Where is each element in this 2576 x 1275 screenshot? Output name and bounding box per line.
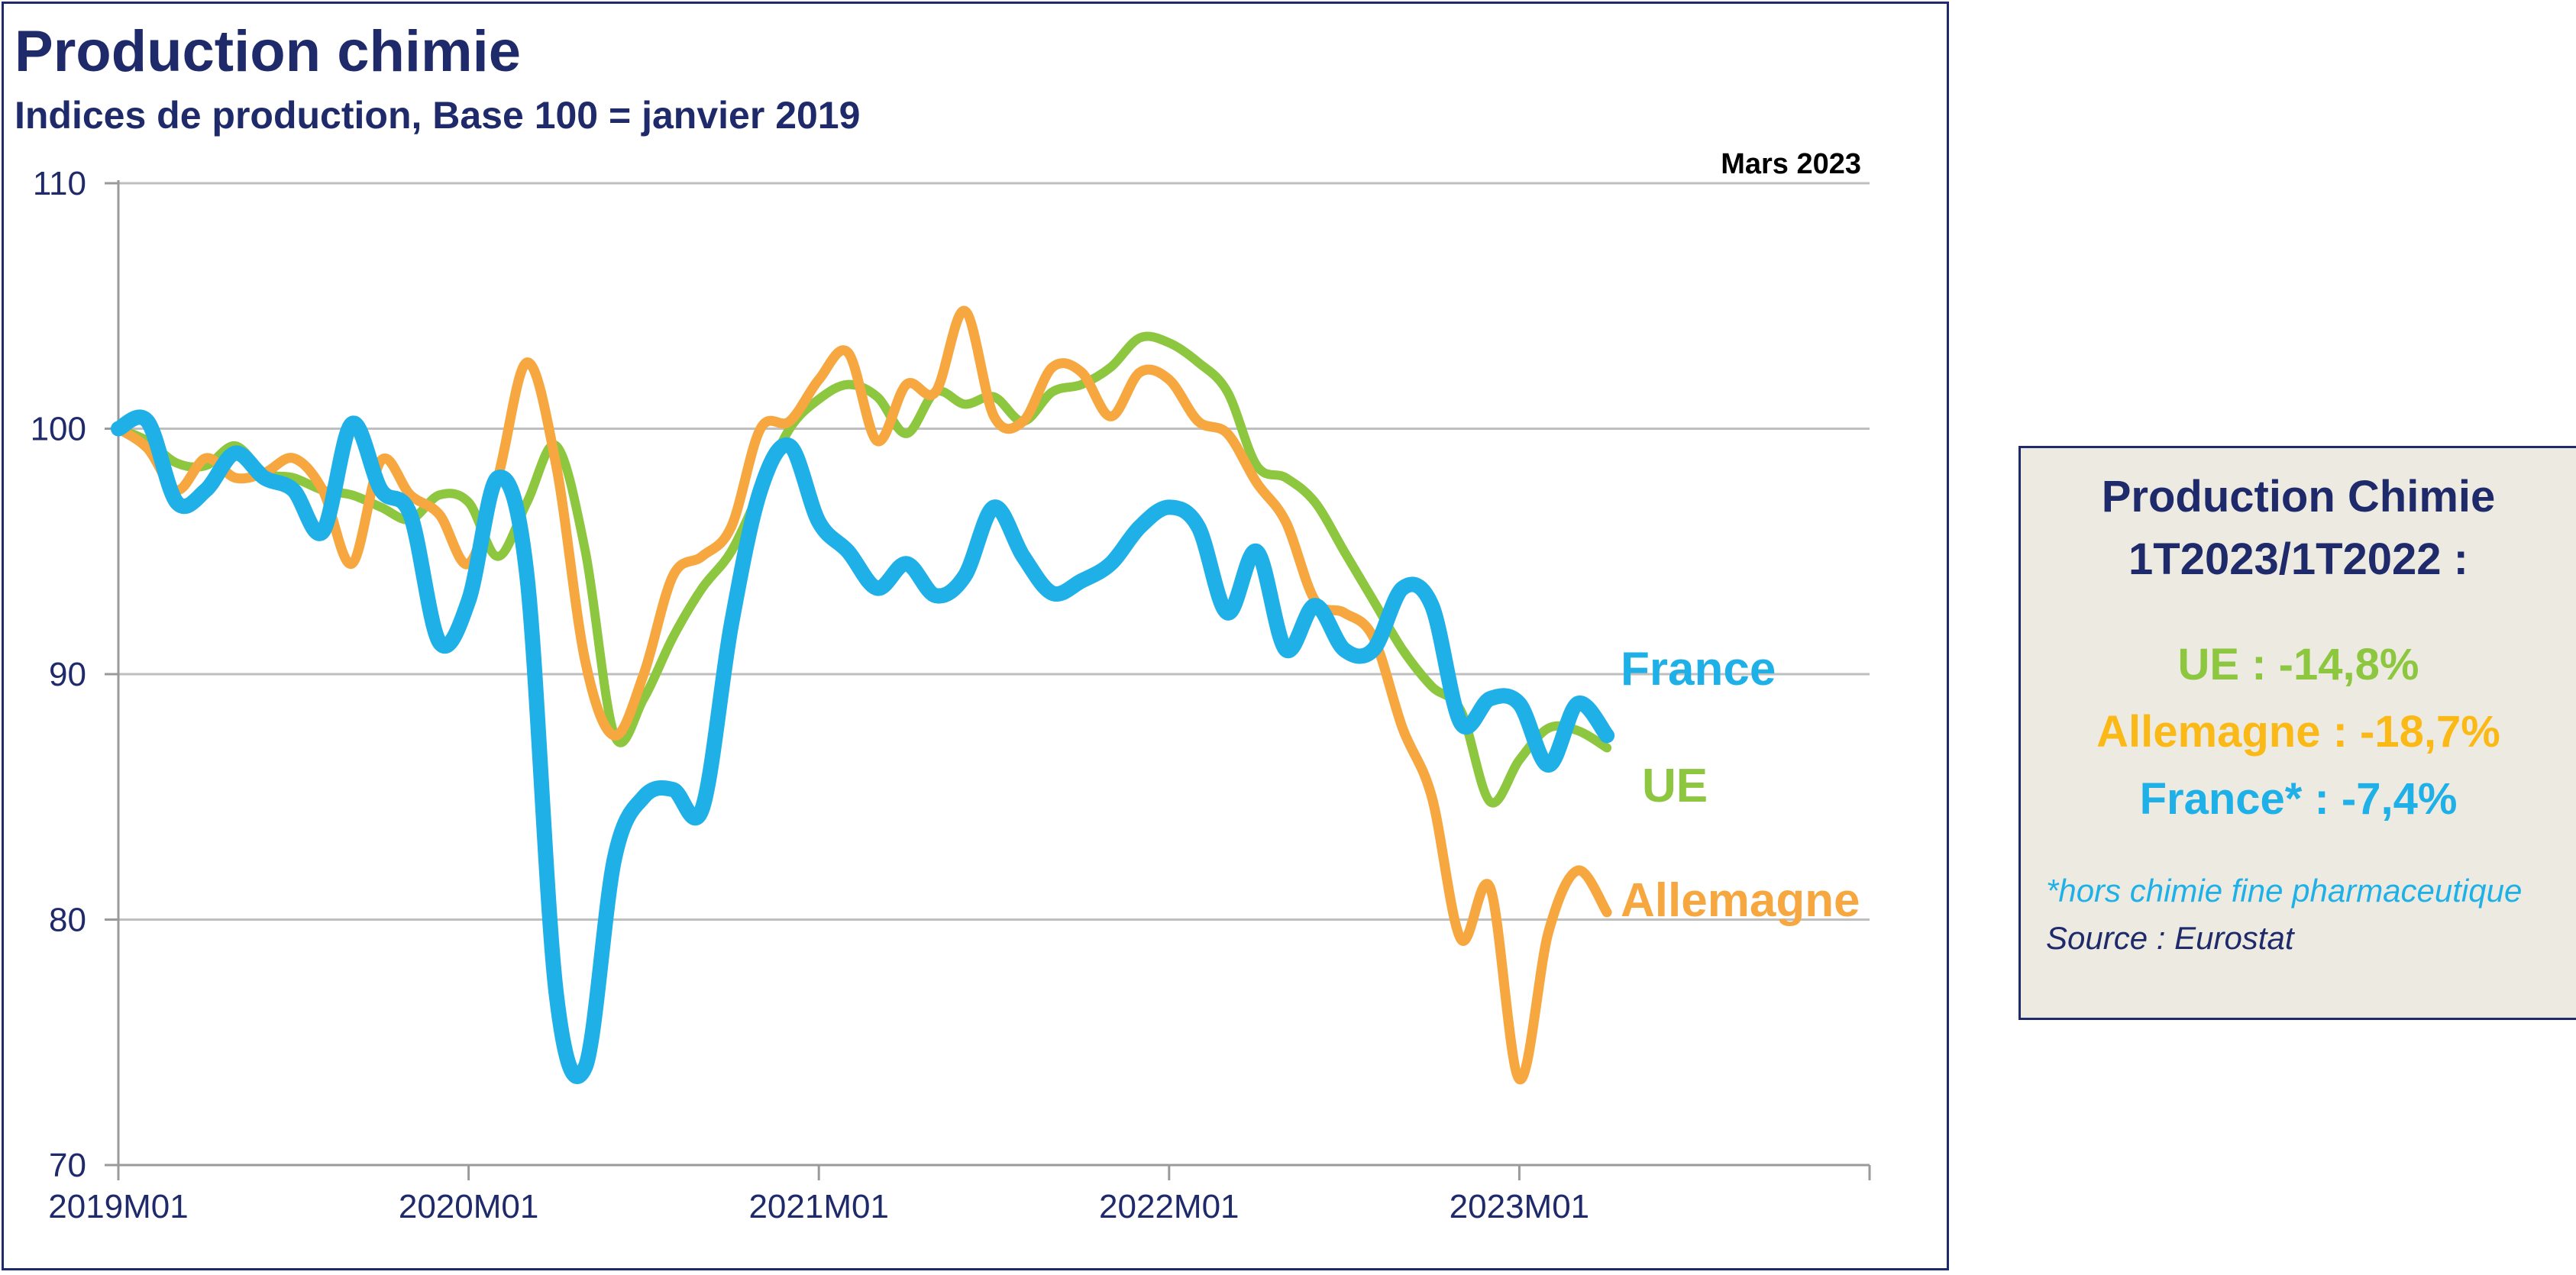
gridlines xyxy=(118,182,1870,921)
summary-stat-ue: UE : -14,8% xyxy=(2177,640,2419,689)
chart-panel: Production chimie Indices de production,… xyxy=(2,2,1949,1270)
axes: 70 80 90 100 110 2019M01 2020M01 2021M01 2022M01… xyxy=(31,165,1871,1225)
summary-box: Production Chimie 1T2023/1T2022 : UE : -… xyxy=(2018,446,2576,1020)
y-tick-label: 80 xyxy=(49,902,86,939)
x-tick-label: 2023M01 xyxy=(1450,1188,1589,1225)
series-line-allemagne xyxy=(113,305,1612,1085)
summary-source: Source : Eurostat xyxy=(2046,920,2294,956)
y-tick-label: 90 xyxy=(49,656,86,693)
summary-footnote: *hors chimie fine pharmaceutique xyxy=(2046,873,2523,909)
series-lines xyxy=(111,305,1615,1085)
summary-stat-france: France* : -7,4% xyxy=(2139,774,2458,824)
x-tick-label: 2022M01 xyxy=(1099,1188,1239,1225)
x-tick-label: 2021M01 xyxy=(748,1188,888,1225)
series-line-ue xyxy=(114,331,1612,808)
line-chart: Production chimie Indices de production,… xyxy=(15,19,1871,1225)
date-note: Mars 2023 xyxy=(1721,148,1861,180)
y-tick-label: 100 xyxy=(31,411,86,448)
series-label-ue: UE xyxy=(1642,760,1708,812)
x-tick-label: 2020M01 xyxy=(399,1188,538,1225)
chart-title: Production chimie xyxy=(15,19,521,84)
x-tick-label: 2019M01 xyxy=(48,1188,188,1225)
series-label-allemagne: Allemagne xyxy=(1621,874,1860,927)
y-tick-label: 70 xyxy=(49,1147,86,1184)
y-tick-label: 110 xyxy=(33,165,86,202)
summary-stat-allemagne: Allemagne : -18,7% xyxy=(2096,707,2500,757)
chart-subtitle: Indices de production, Base 100 = janvie… xyxy=(15,94,860,137)
summary-title-line2: 1T2023/1T2022 : xyxy=(2128,534,2468,584)
series-labels: UE Allemagne France xyxy=(1621,643,1860,927)
summary-title-line1: Production Chimie xyxy=(2101,472,2496,521)
series-line-france xyxy=(111,409,1615,1084)
series-label-france: France xyxy=(1621,643,1776,696)
